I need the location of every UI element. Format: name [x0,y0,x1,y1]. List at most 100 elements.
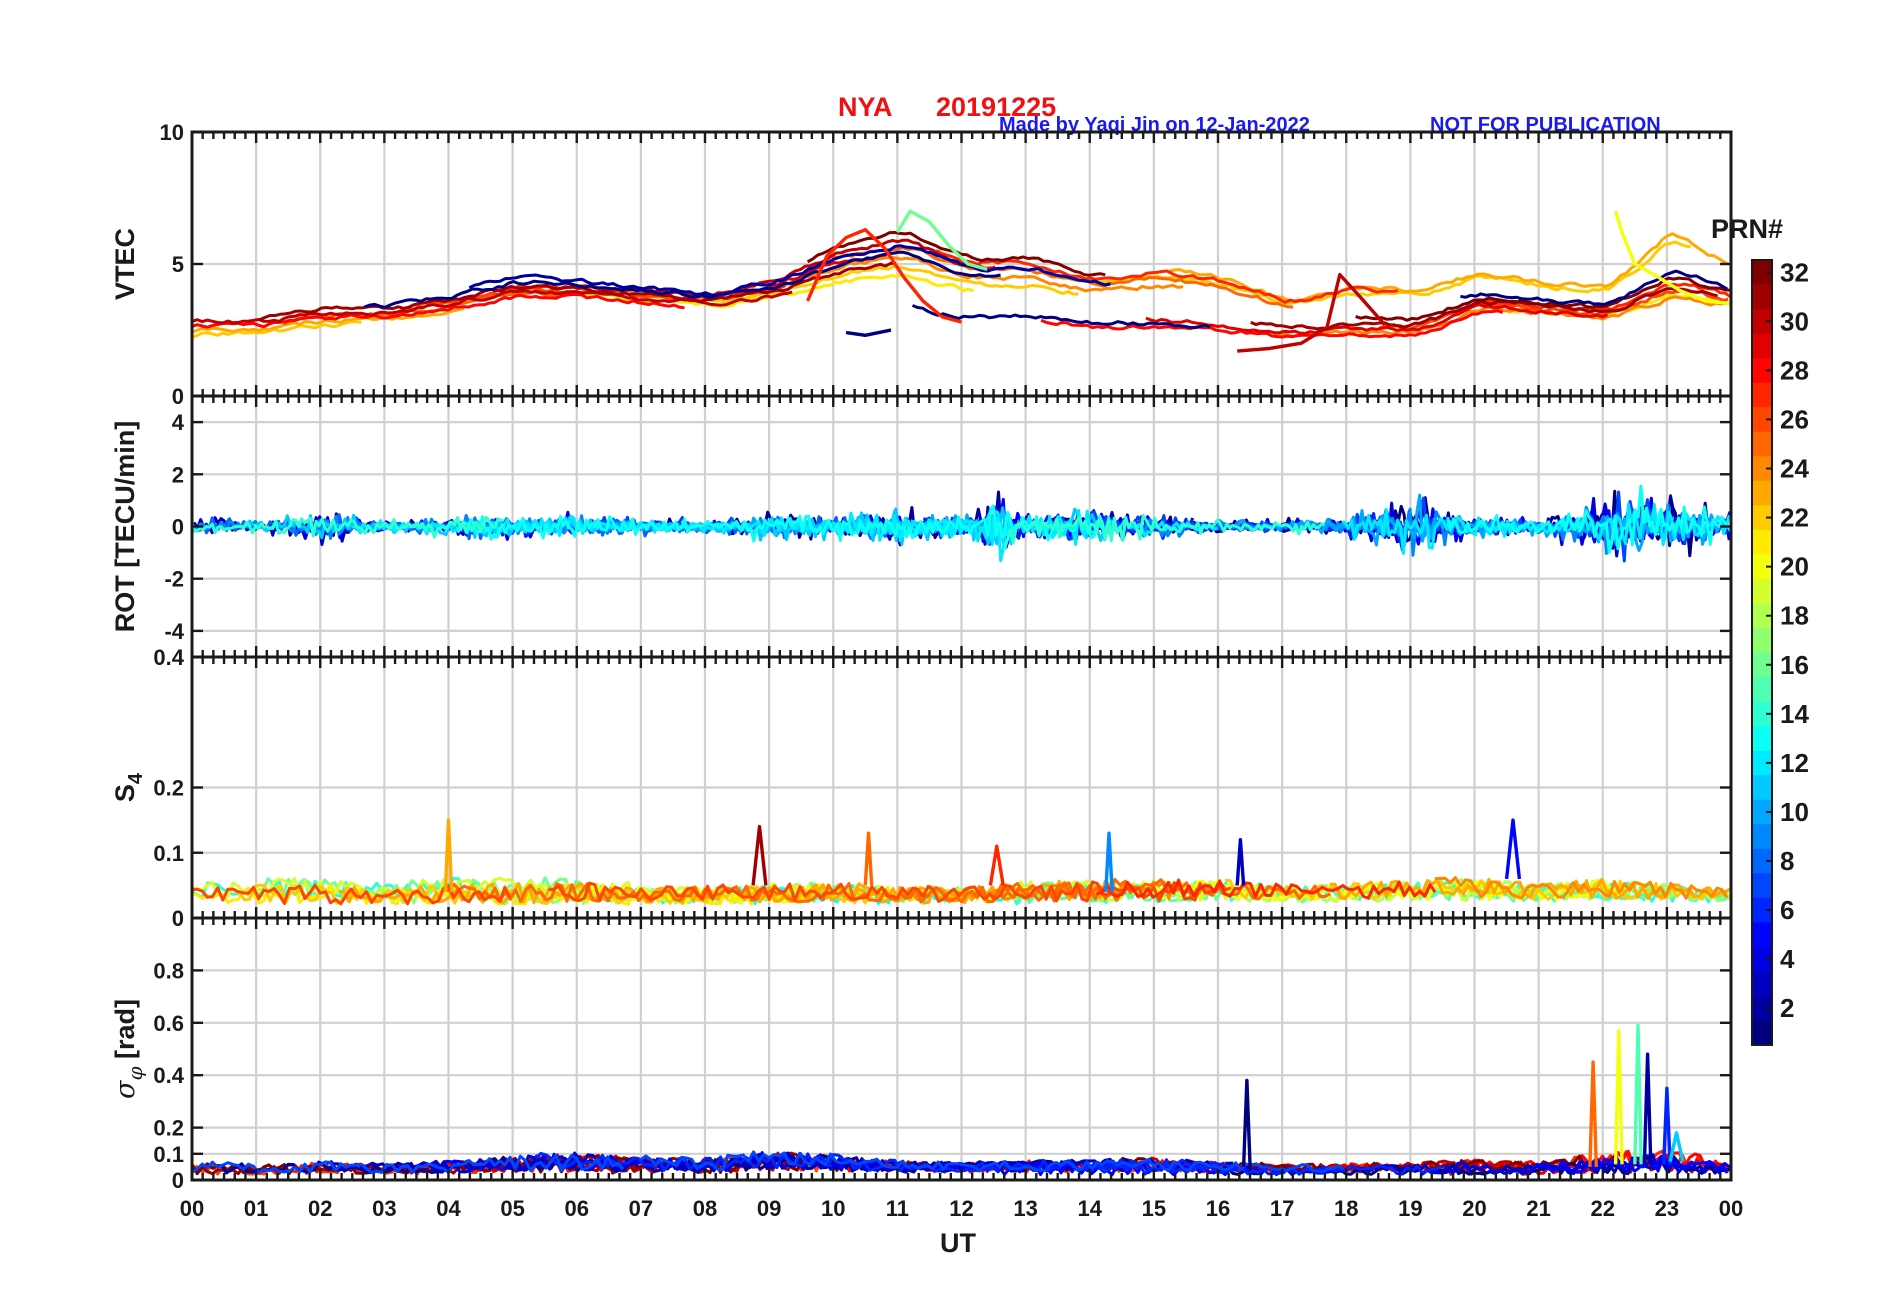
colorbar-tick-label: 12 [1780,748,1809,778]
panel-2: -4 -2 0 2 4 ROT [TECU/min] [110,394,1733,659]
series-line [911,304,1211,330]
series-line [1460,269,1728,307]
series-highlight [1633,1023,1643,1165]
colorbar-tick-label: 4 [1780,944,1795,974]
colorbar-segment [1752,260,1772,286]
x-tick-label: 00 [180,1196,204,1221]
x-axis-label: UT [940,1228,976,1258]
colorbar-tick-label: 10 [1780,797,1809,827]
x-tick-label: 11 [886,1196,909,1221]
x-tick-label: 06 [565,1196,589,1221]
series-line [468,244,1111,297]
x-tick-label: 22 [1591,1196,1615,1221]
y-tick-label: 10 [160,120,184,145]
series-highlight [988,844,1005,886]
series-line [1421,1153,1731,1176]
series-line [1250,287,1718,331]
y-tick-label: 4 [172,410,185,435]
title-date: 20191225 [936,92,1056,122]
series-line [1082,1161,1444,1176]
series-line [1274,295,1727,338]
series-highlight [895,209,988,271]
colorbar-segment [1752,407,1772,433]
colorbar-segment [1752,456,1772,482]
panel-data [192,209,1731,353]
series-line [1040,309,1504,339]
series-line [1355,276,1731,322]
colorbar-segment [1752,995,1772,1022]
colorbar-tick-label: 30 [1780,306,1809,336]
colorbar-tick-label: 24 [1780,454,1809,484]
colorbar-tick-label: 26 [1780,404,1809,434]
colorbar-segment [1752,750,1772,776]
series-line [1096,878,1437,900]
colorbar-segment [1752,652,1772,678]
colorbar-tick-label: 6 [1780,895,1794,925]
colorbar-segment [1752,382,1772,408]
x-tick-label: 21 [1526,1196,1550,1221]
x-tick-label: 10 [821,1196,845,1221]
series-line [363,250,1001,309]
colorbar-tick-label: 14 [1780,699,1809,729]
y-tick-label: 0 [172,515,184,540]
y-axis-label: σφ [rad] [110,999,147,1099]
colorbar-segment [1752,529,1772,555]
series-highlight [806,227,962,324]
y-tick-label: -2 [164,567,184,592]
colorbar-segment [1752,603,1772,629]
y-tick-label: 0.1 [153,1142,184,1167]
x-tick-label: 01 [244,1196,268,1221]
x-tick-label: 13 [1013,1196,1037,1221]
series-line [830,246,1294,309]
series-highlight [1104,831,1114,892]
y-tick-label: 2 [172,462,184,487]
colorbar-segment [1752,824,1772,850]
y-tick-label: 0.2 [153,776,184,801]
panel-3: 0 0.1 0.2 0.4 S4 [110,645,1733,931]
y-tick-label: 0.2 [153,1116,184,1141]
colorbar-segment [1752,726,1772,752]
colorbar-segment [1752,309,1772,335]
y-axis-label-phi: φ [123,1067,147,1081]
series-highlight [1235,838,1246,886]
x-tick-label: 14 [1078,1196,1103,1221]
x-tick-label: 12 [949,1196,973,1221]
colorbar-segment [1752,1020,1772,1046]
colorbar-tick-label: 22 [1780,503,1809,533]
colorbar-segment [1752,627,1772,654]
colorbar-segment [1752,873,1772,899]
series-highlight [1504,818,1522,880]
y-tick-label: 5 [172,252,184,277]
colorbar-tick-label: 28 [1780,355,1809,385]
x-tick-label: 20 [1462,1196,1486,1221]
y-tick-label: 0 [172,384,184,409]
colorbar-segment [1752,701,1772,727]
colorbar-segment [1752,554,1772,580]
colorbar-tick-label: 18 [1780,601,1809,631]
series-highlight [1237,272,1386,353]
series-line [1434,876,1729,900]
x-tick-label: 16 [1206,1196,1230,1221]
y-tick-label: 0.6 [153,1011,184,1036]
x-tick-label: 05 [500,1196,524,1221]
series-line [1378,289,1729,331]
colorbar-segment [1752,897,1772,923]
y-tick-label: 0.4 [153,645,184,670]
x-tick-label: 03 [372,1196,396,1221]
colorbar-segment [1752,922,1772,948]
panel-data [192,818,1731,906]
x-tick-label: 08 [693,1196,717,1221]
series-line [192,292,685,329]
colorbar-segment [1752,480,1772,506]
colorbar-frame [1751,259,1773,1046]
panel-data [192,484,1731,563]
y-axis-label-unit: [rad] [110,999,140,1067]
colorbar-segment [1752,946,1772,973]
y-tick-label: 0.1 [153,841,184,866]
y-axis-label-sigma: σ [110,1079,141,1099]
y-tick-label: 0 [172,906,184,931]
series-line [548,880,1232,903]
y-tick-label: -4 [164,619,184,644]
panel-4: 00.10.20.40.60.8σφ [rad] [110,916,1733,1193]
